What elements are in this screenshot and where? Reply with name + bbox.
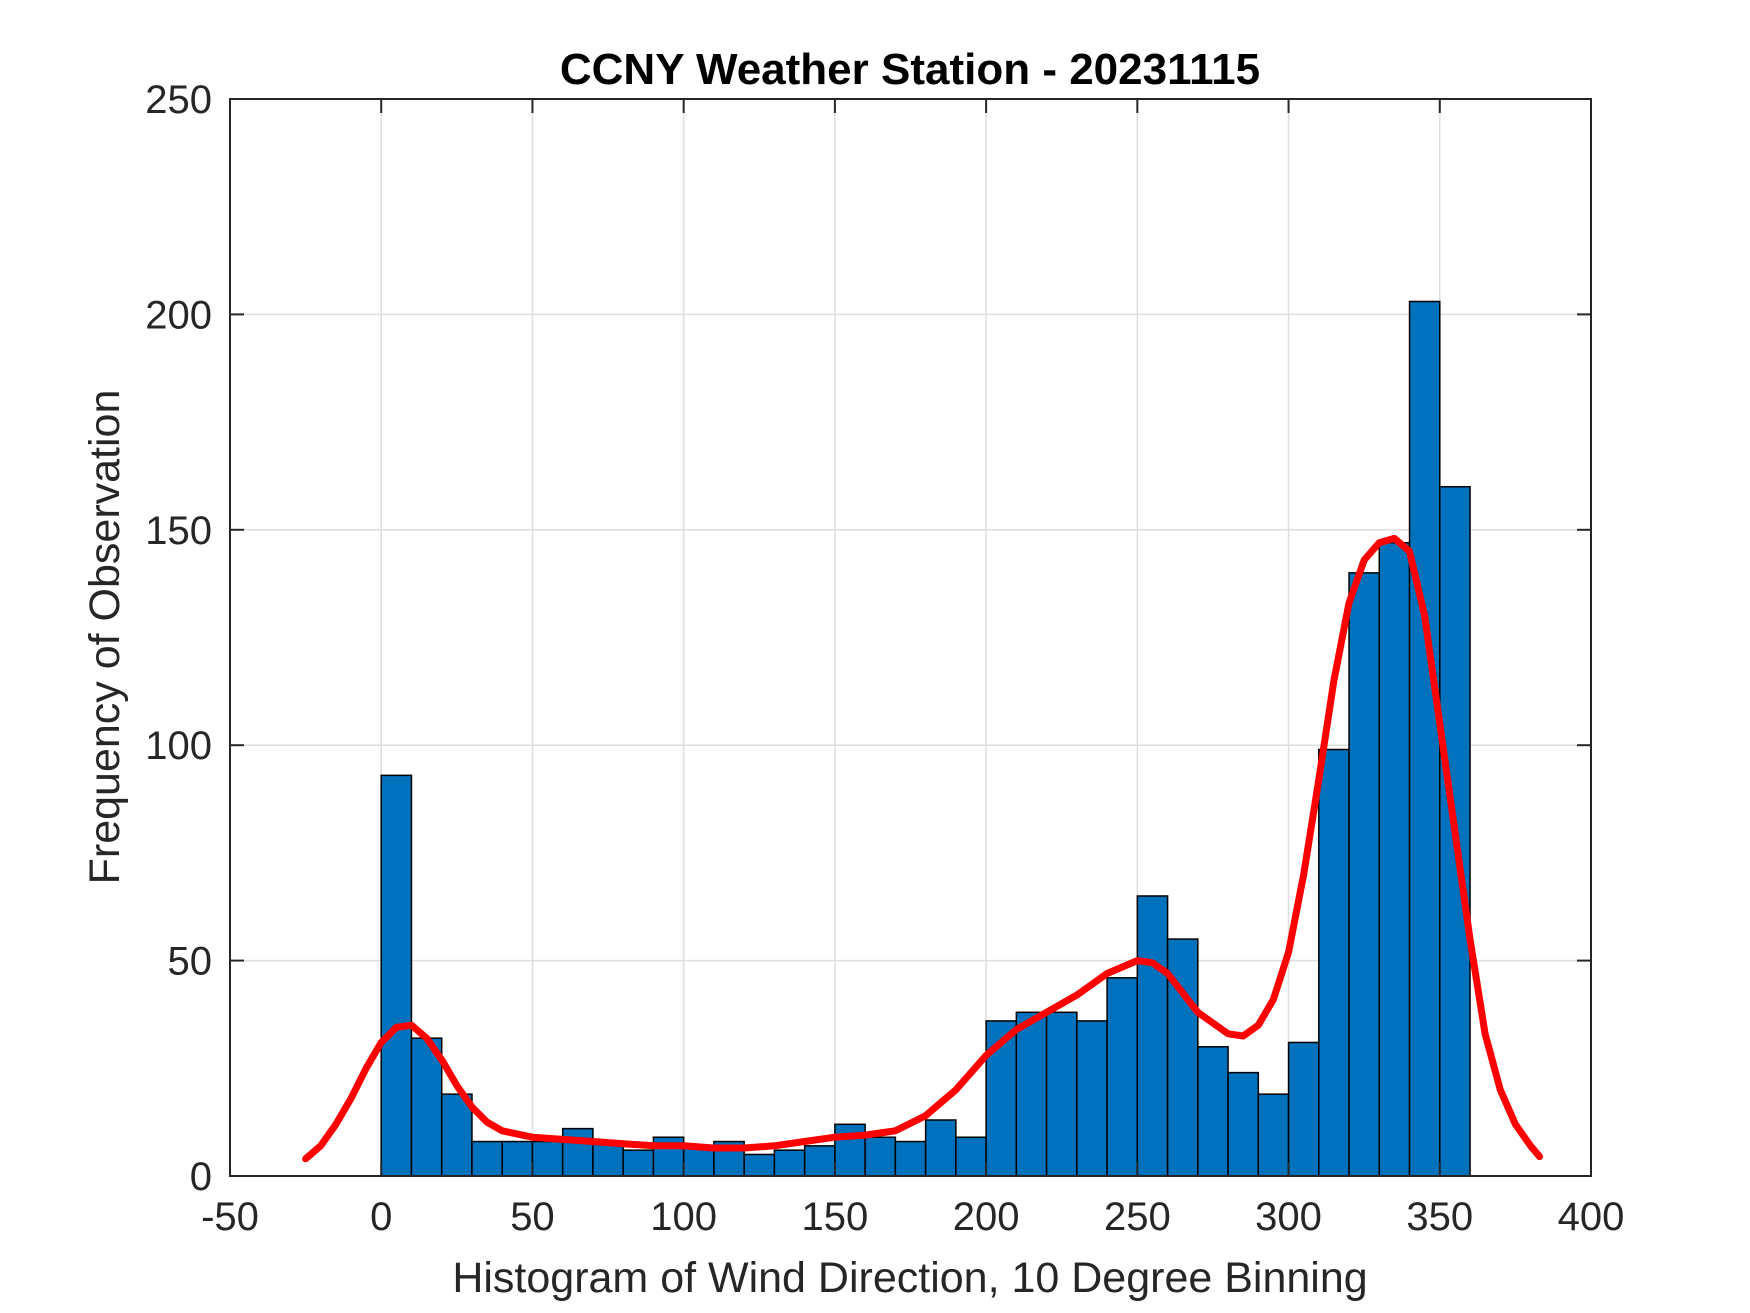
y-tick-label: 150 [145, 509, 212, 553]
y-tick-label: 250 [145, 78, 212, 122]
histogram-bar [803, 1145, 836, 1177]
histogram-bar [894, 1140, 927, 1177]
histogram-bar [1348, 572, 1381, 1177]
x-tick-label: 50 [510, 1195, 555, 1239]
histogram-bar [773, 1149, 806, 1177]
x-tick-label: 100 [650, 1195, 717, 1239]
histogram-bar [1015, 1011, 1048, 1177]
y-tick-label: 200 [145, 293, 212, 337]
histogram-bar [924, 1119, 957, 1177]
density-curve-group [302, 534, 1544, 1163]
histogram-bar [1197, 1046, 1229, 1177]
histogram-bars [380, 300, 1471, 1177]
histogram-bar [1378, 541, 1411, 1177]
histogram-bar [501, 1140, 534, 1177]
histogram-bar [864, 1136, 897, 1177]
x-tick-label: 150 [802, 1195, 869, 1239]
axes-box [229, 98, 1592, 1177]
x-tick-label: 400 [1558, 1195, 1625, 1239]
histogram-bar [1318, 748, 1350, 1177]
histogram-bar [471, 1140, 503, 1177]
x-tick-label: -50 [201, 1195, 259, 1239]
histogram-bar [1227, 1071, 1260, 1177]
tick-labels: -50 0 50 100 150 200 250 300 350 4000501001502002… [145, 78, 1624, 1239]
histogram-bar [1257, 1093, 1290, 1177]
y-tick-label: 50 [168, 940, 213, 984]
histogram-bar [1136, 895, 1169, 1177]
axes [229, 98, 1592, 1177]
density-curve-line [302, 534, 1544, 1163]
x-tick-label: 350 [1406, 1195, 1473, 1239]
histogram-bar [561, 1127, 594, 1177]
x-tick-label: 250 [1104, 1195, 1171, 1239]
x-axis-label: Histogram of Wind Direction, 10 Degree B… [452, 1254, 1367, 1302]
histogram-bar [1408, 300, 1441, 1177]
y-axis-label: Frequency of Observation [81, 390, 129, 885]
histogram-bar [955, 1136, 987, 1177]
histogram-bar [1106, 977, 1139, 1177]
histogram-bar [1045, 1011, 1078, 1177]
histogram-bar [1287, 1041, 1320, 1177]
histogram-bar [743, 1153, 776, 1177]
x-tick-label: 0 [370, 1195, 392, 1239]
x-tick-label: 300 [1255, 1195, 1322, 1239]
histogram-bar [380, 774, 413, 1177]
y-tick-label: 100 [145, 724, 212, 768]
x-tick-label: 200 [953, 1195, 1020, 1239]
histogram-bar [531, 1140, 564, 1177]
histogram-bar [1076, 1020, 1108, 1177]
y-tick-label: 0 [190, 1155, 212, 1199]
chart-title: CCNY Weather Station - 20231115 [560, 45, 1260, 94]
histogram-bar [622, 1149, 655, 1177]
